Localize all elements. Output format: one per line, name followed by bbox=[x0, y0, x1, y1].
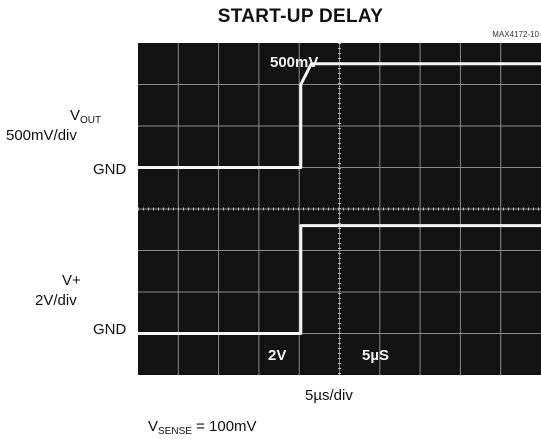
vout-gnd-label: GND bbox=[93, 161, 127, 178]
vout-label-main: V bbox=[70, 107, 81, 124]
graticule-grid bbox=[138, 43, 541, 375]
vout-label-sub: OUT bbox=[80, 115, 102, 126]
trace-vplus bbox=[138, 224, 541, 335]
oscilloscope-screen: 500mV 2V 5µS bbox=[138, 43, 541, 375]
vplus-scale: 2V/div bbox=[35, 292, 77, 309]
trace-vout bbox=[138, 62, 541, 169]
waveform-traces bbox=[138, 62, 541, 335]
vplus-label: V+ bbox=[62, 272, 81, 289]
figure-id: MAX4172-10 bbox=[492, 30, 539, 39]
screen-scale-time: 5µS bbox=[362, 347, 389, 364]
chart-title: START-UP DELAY bbox=[217, 6, 384, 27]
note-prefix: V bbox=[148, 418, 159, 435]
x-axis-label: 5µs/div bbox=[305, 387, 353, 404]
screen-scale-500mv: 500mV bbox=[270, 54, 318, 71]
note-sub: SENSE bbox=[158, 426, 192, 437]
screen-scale-2v: 2V bbox=[268, 347, 286, 364]
oscilloscope-plot: 500mV 2V 5µS bbox=[138, 43, 541, 375]
vplus-gnd-label: GND bbox=[93, 321, 127, 338]
vout-scale: 500mV/div bbox=[6, 127, 77, 144]
test-condition-note: VSENSE = 100mV bbox=[148, 418, 257, 437]
note-suffix: = 100mV bbox=[191, 418, 257, 435]
vout-label: VOUT bbox=[70, 107, 102, 126]
